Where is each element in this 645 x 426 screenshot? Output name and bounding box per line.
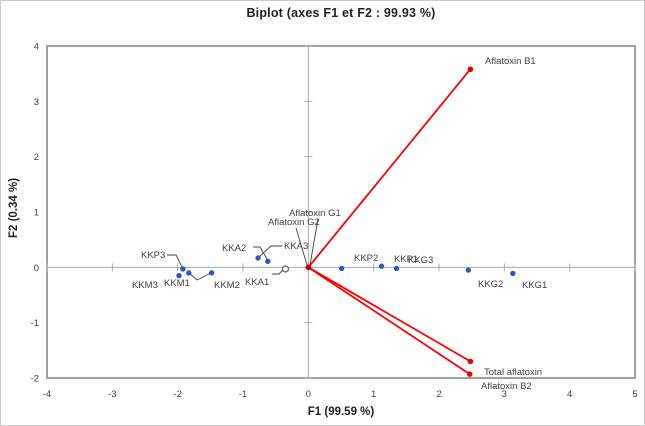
observation-label-kkp3: KKP3 <box>141 250 165 261</box>
leader-line-kkp3 <box>167 254 183 268</box>
y-tick-label: 0 <box>34 263 39 274</box>
x-tick-label: 4 <box>567 389 572 400</box>
variable-label-aflatoxin-g1: Aflatoxin G1 <box>289 208 341 219</box>
observation-point-kka1 <box>281 265 290 273</box>
leader-line-aflatoxin-g1 <box>309 218 319 266</box>
y-tick-label: 3 <box>34 97 39 108</box>
observation-label-kka3: KKA3 <box>284 241 308 252</box>
vector-origin-point <box>305 264 312 271</box>
leader-line-kka2 <box>253 246 268 260</box>
observation-point-kkm3 <box>176 272 182 279</box>
leader-line-kka3 <box>258 245 282 258</box>
vector-point-aflatoxin-b2 <box>466 371 473 377</box>
observation-label-kkg1: KKG1 <box>522 280 547 291</box>
observation-label-kkg3: KKG3 <box>408 255 433 266</box>
variable-label-aflatoxin-b2: Aflatoxin B2 <box>481 381 532 392</box>
observation-point-kkp3 <box>180 266 186 272</box>
y-tick-label: 4 <box>34 42 39 53</box>
y-tick-label: 1 <box>34 208 39 219</box>
observation-point-kkm2 <box>208 270 215 276</box>
observation-point-kkg2 <box>465 267 472 273</box>
y-tick-label: 2 <box>34 152 39 163</box>
observation-point-kkp2 <box>338 265 345 272</box>
observation-point-kkg1 <box>510 270 516 277</box>
x-tick-label: 3 <box>502 389 507 400</box>
variable-label-aflatoxin-b1: Aflatoxin B1 <box>485 56 536 67</box>
x-tick-label: -3 <box>108 389 116 400</box>
x-tick-label: 0 <box>306 389 311 400</box>
chart-title: Biplot (axes F1 et F2 : 99.93 %) <box>246 6 436 20</box>
observation-label-kkp1: KKP1 <box>394 254 418 265</box>
observation-label-kkg2: KKG2 <box>478 279 503 290</box>
x-tick-label: -1 <box>239 389 247 400</box>
vector-aflatoxin-b1 <box>307 68 472 268</box>
y-tick-label: -2 <box>31 374 39 385</box>
x-axis-title: F1 (99.59 %) <box>307 406 375 418</box>
x-tick-label: 5 <box>632 389 637 400</box>
variable-label-aflatoxin-g2: Aflatoxin G2 <box>268 217 320 228</box>
observation-label-kka1: KKA1 <box>245 277 269 288</box>
x-tick-label: -4 <box>43 389 51 400</box>
x-tick-label: 1 <box>371 389 376 400</box>
observation-point-kka2 <box>265 258 271 264</box>
vector-aflatoxin-b2 <box>307 266 471 375</box>
observation-point-kkp1 <box>378 263 385 269</box>
observation-label-kkp2: KKP2 <box>354 253 378 264</box>
observation-label-kkm2: KKM2 <box>214 280 240 291</box>
observation-point-kka3 <box>255 255 261 261</box>
y-tick-label: -1 <box>31 318 39 329</box>
vector-point-aflatoxin-b1 <box>467 66 474 73</box>
leader-line-aflatoxin-g2 <box>295 227 308 266</box>
variable-label-total-aflatoxin: Total aflatoxin <box>484 367 542 378</box>
vector-point-total-aflatoxin <box>467 358 474 365</box>
plot-frame <box>46 45 636 379</box>
observation-label-kka2: KKA2 <box>222 243 246 254</box>
vector-total-aflatoxin <box>307 266 471 363</box>
observation-label-kkm3: KKM3 <box>132 280 158 291</box>
observation-point-kkg3 <box>393 265 400 272</box>
observation-label-kkm1: KKM1 <box>164 278 190 289</box>
leader-line-kkm2 <box>188 272 212 281</box>
observation-point-kkm1 <box>186 270 192 276</box>
x-tick-label: -2 <box>173 389 181 400</box>
x-tick-label: 2 <box>436 389 441 400</box>
